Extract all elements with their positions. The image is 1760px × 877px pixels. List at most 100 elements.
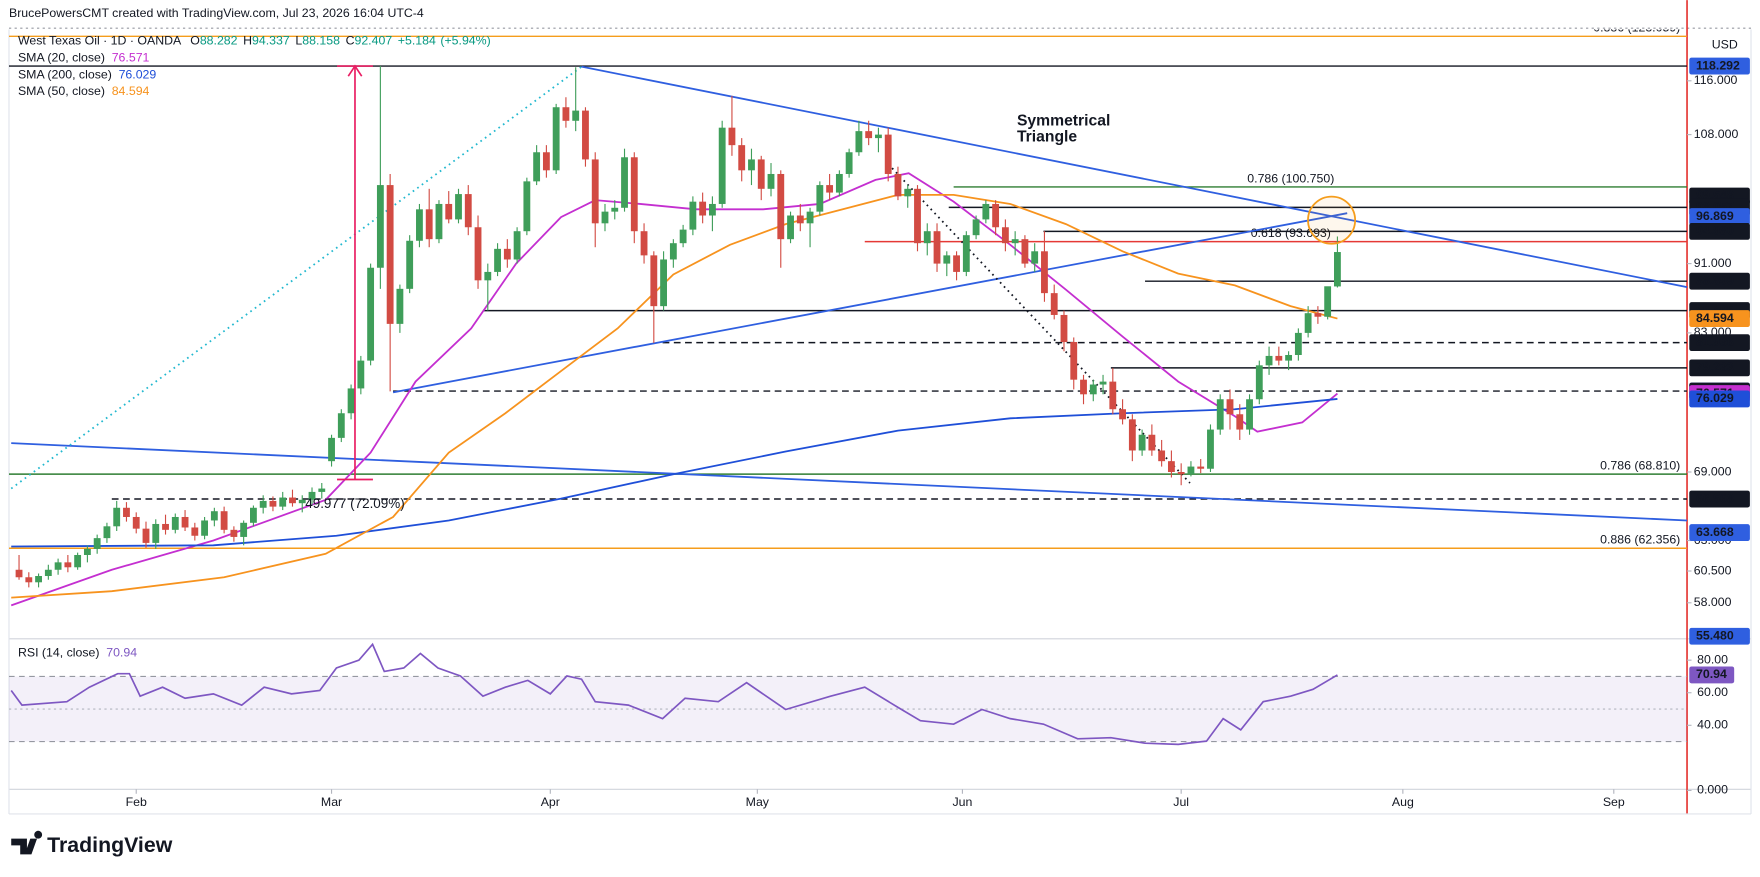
brand: TradingView (47, 833, 173, 857)
candle-body (132, 516, 140, 529)
y-tick-label: 60.500 (1694, 563, 1732, 577)
candle-body (298, 499, 306, 504)
candle-body (1031, 251, 1039, 264)
trendline (392, 212, 1348, 394)
candle-body (494, 248, 501, 272)
x-tick-label: Jun (952, 795, 972, 809)
price-label-box (1689, 222, 1750, 240)
candle-body (1080, 379, 1087, 395)
legend-value: 76.029 (119, 68, 157, 82)
candle-body (982, 203, 990, 220)
candle-body (1119, 409, 1126, 420)
candle-body (621, 157, 628, 208)
candle-body (337, 413, 345, 438)
candle-body (806, 211, 814, 224)
price-label-box (1689, 490, 1750, 508)
candle-body (582, 110, 589, 160)
measure-label: 49.977 (72.09%) (305, 496, 404, 511)
price-label-box (1689, 208, 1750, 225)
candle-body (93, 538, 101, 549)
sma-line (10, 172, 1338, 607)
candle-body (1265, 355, 1273, 366)
x-tick-label: Mar (321, 795, 342, 809)
candle-body (1041, 251, 1048, 294)
candle-body (894, 173, 902, 197)
rsi-label-box (1689, 666, 1735, 684)
candle-body (1001, 227, 1009, 244)
rsi-tick-label: 80.00 (1697, 652, 1728, 666)
price-label: 79.233 (1696, 360, 1734, 374)
y-tick-label: 91.000 (1694, 256, 1732, 270)
candle-body (1050, 293, 1058, 315)
candle-body (455, 194, 462, 220)
candle-body (435, 203, 443, 240)
candle-body (767, 173, 775, 189)
price-label: 84.594 (1696, 311, 1734, 325)
level-label: 0.786 (68.810) (1600, 458, 1680, 472)
candle-body (1197, 466, 1205, 469)
candle-body (1070, 342, 1078, 380)
candle-body (54, 562, 62, 570)
candle-body (220, 511, 228, 530)
candle-body (1334, 252, 1341, 287)
candle-body (1060, 314, 1068, 343)
legend-name: SMA (20, close) (18, 51, 105, 65)
candle-body (503, 248, 511, 260)
candle-body (484, 271, 492, 281)
brand-logo: TradingView (11, 830, 173, 857)
candle-body (914, 188, 921, 244)
legend-name: RSI (14, close) (18, 646, 100, 660)
candle-body (416, 209, 423, 241)
candle-body (972, 219, 980, 236)
level-label: 0.618 (93.693) (1251, 226, 1331, 240)
candle-body (953, 255, 960, 272)
candle-body (269, 500, 277, 507)
legend: West Texas Oil · 1D · OANDA O88.282 H94.33… (18, 34, 491, 48)
candle-body (240, 522, 248, 537)
candle-body (533, 152, 541, 182)
candle-body (1255, 365, 1263, 400)
highlight-circle (1307, 195, 1357, 245)
ohlc-value: 88.282 (200, 34, 238, 48)
candle-body (1294, 332, 1302, 355)
trendline (10, 65, 583, 490)
candle-body (1109, 381, 1117, 410)
ohlc-key: O (190, 34, 200, 48)
price-label-box (1689, 627, 1750, 645)
change: +5.184 (398, 34, 436, 48)
sma-line (11, 398, 1338, 548)
candle-body (279, 497, 287, 507)
y-tick-label: 108.000 (1694, 127, 1739, 141)
candle-body (1148, 434, 1156, 451)
candle-body (826, 185, 834, 193)
candle-body (1207, 429, 1214, 469)
price-label: 55.480 (1696, 629, 1734, 643)
candle-body (542, 152, 550, 171)
price-label: 66.568 (1696, 491, 1734, 505)
ohlc-value: 94.337 (252, 34, 290, 48)
annotation: Triangle (1017, 128, 1077, 145)
legend: RSI (14, close) 70.94 (18, 646, 137, 660)
candle-body (738, 145, 746, 171)
ohlc-key: C (346, 34, 355, 48)
candle-body (74, 554, 82, 568)
candle-body (171, 516, 179, 530)
candle-body (464, 194, 472, 228)
trendline (11, 442, 1688, 522)
rsi-tick-label: 0.000 (1697, 783, 1728, 797)
legend-value: 76.571 (112, 51, 150, 65)
price-label-box (1689, 390, 1750, 408)
x-tick-label: Aug (1392, 795, 1414, 809)
legend: SMA (50, close) 84.594 (18, 84, 150, 98)
candle-body (103, 526, 111, 539)
price-pane: 0.886 (123.059) 0.786 (100.750) 0.618 (93.… (8, 29, 1688, 607)
price-label: 96.869 (1696, 209, 1734, 223)
candle-body (210, 511, 218, 521)
candle-body (933, 231, 941, 264)
candle-body (113, 507, 121, 527)
legend-name: SMA (50, close) (18, 84, 105, 98)
trendline (581, 65, 1688, 289)
price-label-box (1689, 57, 1750, 75)
price-axis: 116.000108.00091.00083.00069.00063.00060… (1687, 57, 1750, 797)
